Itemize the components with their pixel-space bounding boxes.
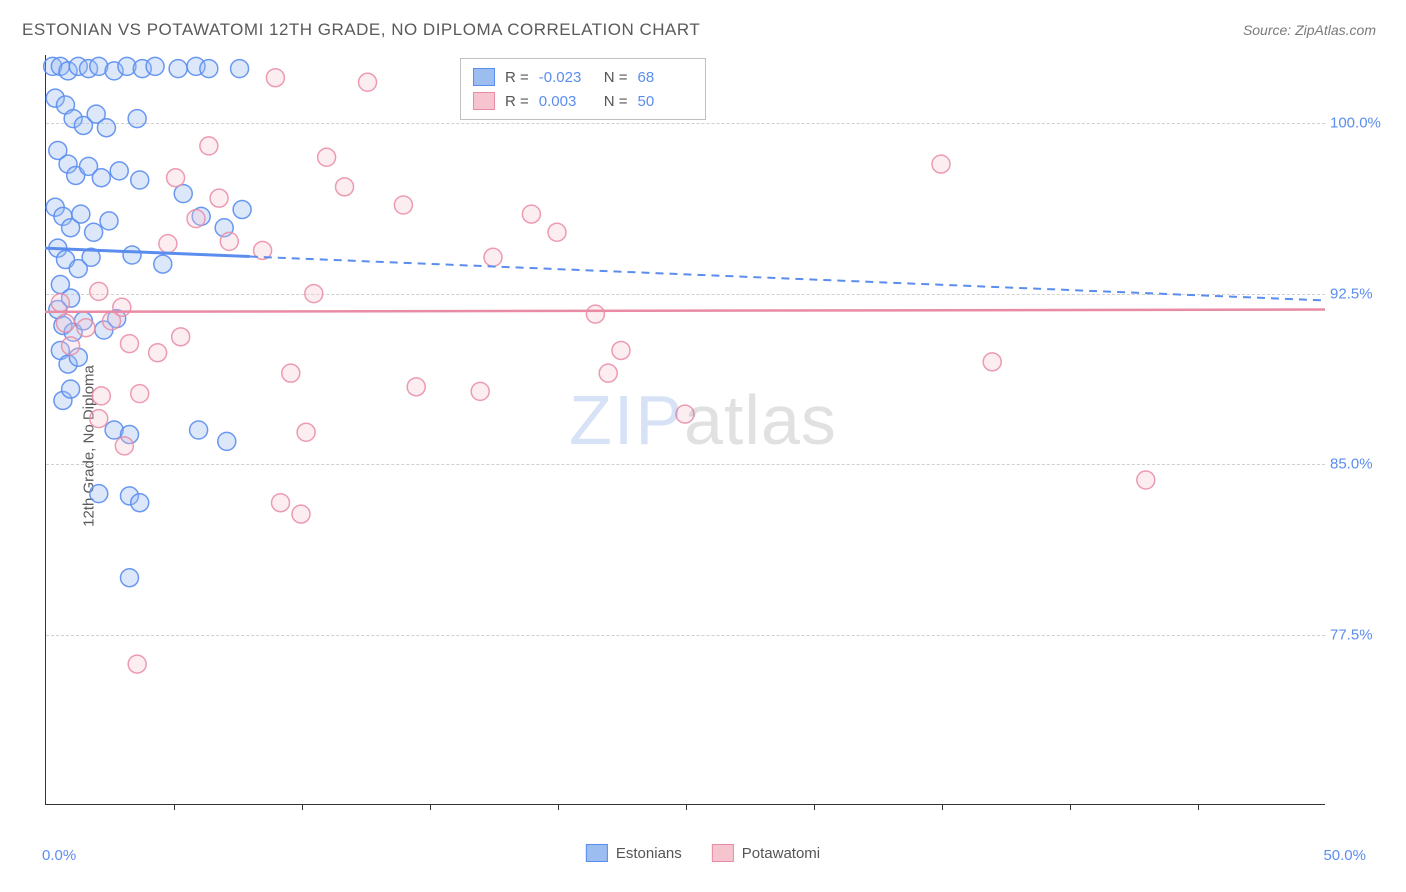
scatter-point (187, 210, 205, 228)
scatter-svg (45, 55, 1325, 805)
stat-n-value: 50 (638, 93, 693, 110)
stat-r-value: 0.003 (539, 93, 594, 110)
y-tick-label: 92.5% (1330, 285, 1373, 302)
scatter-point (62, 380, 80, 398)
scatter-point (200, 137, 218, 155)
legend-stat-row: R = -0.023 N = 68 (473, 65, 693, 89)
scatter-point (115, 437, 133, 455)
scatter-point (90, 410, 108, 428)
scatter-point (336, 178, 354, 196)
scatter-point (471, 382, 489, 400)
stat-r-value: -0.023 (539, 69, 594, 86)
scatter-point (123, 246, 141, 264)
scatter-point (932, 155, 950, 173)
scatter-point (167, 169, 185, 187)
scatter-point (297, 423, 315, 441)
scatter-point (318, 148, 336, 166)
scatter-point (548, 223, 566, 241)
scatter-point (612, 341, 630, 359)
scatter-point (218, 432, 236, 450)
legend-swatch (473, 92, 495, 110)
scatter-point (56, 314, 74, 332)
scatter-point (190, 421, 208, 439)
scatter-point (103, 312, 121, 330)
legend-stat-row: R = 0.003 N = 50 (473, 89, 693, 113)
scatter-point (149, 344, 167, 362)
scatter-point (266, 69, 284, 87)
y-tick-label: 77.5% (1330, 626, 1373, 643)
scatter-point (85, 223, 103, 241)
trend-line-estonians (45, 248, 250, 256)
scatter-point (522, 205, 540, 223)
scatter-point (272, 494, 290, 512)
stat-n-value: 68 (638, 69, 693, 86)
scatter-point (599, 364, 617, 382)
scatter-point (131, 171, 149, 189)
scatter-point (77, 319, 95, 337)
legend-stats: R = -0.023 N = 68 R = 0.003 N = 50 (460, 58, 706, 120)
scatter-point (90, 282, 108, 300)
trend-line-estonians-ext (250, 257, 1325, 301)
scatter-point (159, 235, 177, 253)
chart-title: ESTONIAN VS POTAWATOMI 12TH GRADE, NO DI… (22, 20, 700, 40)
y-tick-label: 100.0% (1330, 115, 1381, 132)
scatter-point (62, 337, 80, 355)
stat-n-label: N = (604, 69, 628, 86)
legend-swatch (712, 844, 734, 862)
scatter-point (394, 196, 412, 214)
scatter-point (983, 353, 1001, 371)
scatter-point (172, 328, 190, 346)
scatter-point (110, 162, 128, 180)
scatter-point (120, 335, 138, 353)
scatter-point (120, 569, 138, 587)
scatter-point (305, 285, 323, 303)
scatter-point (407, 378, 425, 396)
scatter-point (292, 505, 310, 523)
scatter-point (72, 205, 90, 223)
x-min-label: 0.0% (42, 847, 76, 864)
scatter-point (131, 385, 149, 403)
scatter-point (128, 655, 146, 673)
scatter-point (154, 255, 172, 273)
y-tick-label: 85.0% (1330, 456, 1373, 473)
scatter-point (146, 57, 164, 75)
legend-label: Potawatomi (742, 845, 820, 862)
legend-swatch (473, 68, 495, 86)
scatter-point (676, 405, 694, 423)
scatter-point (131, 494, 149, 512)
scatter-point (210, 189, 228, 207)
stat-r-label: R = (505, 93, 529, 110)
stat-n-label: N = (604, 93, 628, 110)
legend-label: Estonians (616, 845, 682, 862)
scatter-point (231, 60, 249, 78)
legend-series: Estonians Potawatomi (586, 844, 820, 862)
scatter-point (169, 60, 187, 78)
scatter-point (51, 294, 69, 312)
scatter-point (97, 119, 115, 137)
scatter-point (586, 305, 604, 323)
scatter-point (92, 169, 110, 187)
scatter-point (92, 387, 110, 405)
scatter-point (220, 232, 238, 250)
scatter-point (484, 248, 502, 266)
trend-line-potawatomi (45, 310, 1325, 312)
stat-r-label: R = (505, 69, 529, 86)
scatter-point (282, 364, 300, 382)
scatter-point (90, 485, 108, 503)
scatter-point (128, 110, 146, 128)
legend-item: Estonians (586, 844, 682, 862)
scatter-point (100, 212, 118, 230)
scatter-point (233, 201, 251, 219)
source-label: Source: ZipAtlas.com (1243, 22, 1376, 38)
legend-swatch (586, 844, 608, 862)
scatter-point (1137, 471, 1155, 489)
scatter-point (359, 73, 377, 91)
legend-item: Potawatomi (712, 844, 820, 862)
scatter-point (200, 60, 218, 78)
x-max-label: 50.0% (1323, 847, 1366, 864)
